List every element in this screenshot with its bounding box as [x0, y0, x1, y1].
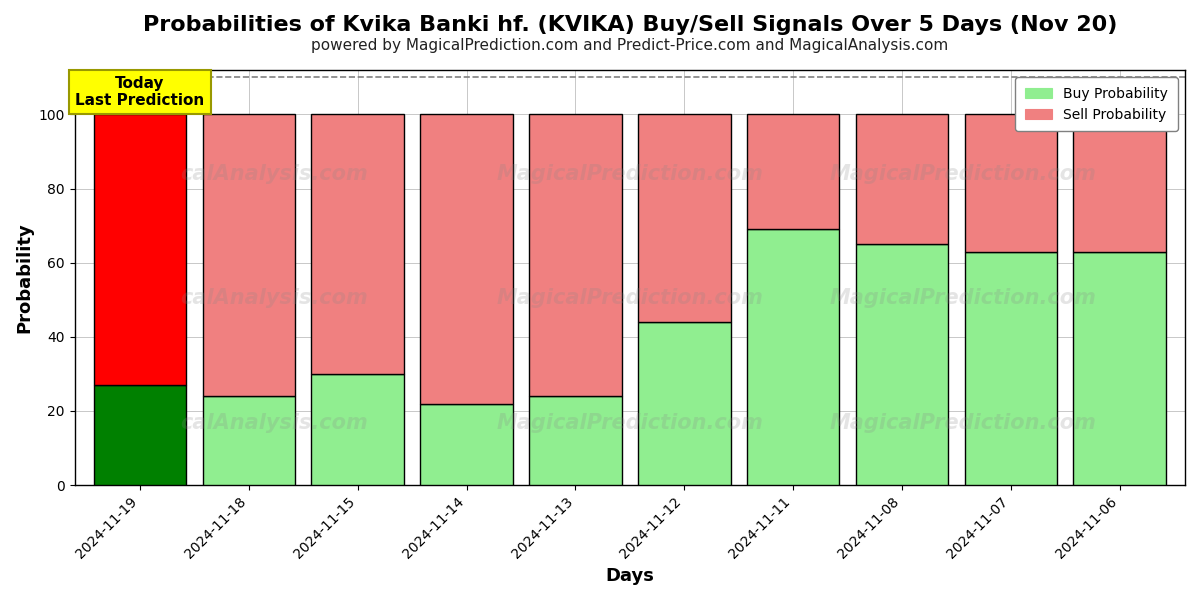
X-axis label: Days: Days: [605, 567, 654, 585]
Bar: [94, 115, 186, 385]
Bar: [529, 115, 622, 396]
Bar: [312, 374, 404, 485]
Bar: [203, 396, 295, 485]
Text: MagicalPrediction.com: MagicalPrediction.com: [497, 288, 763, 308]
Bar: [420, 115, 512, 404]
Text: MagicalPrediction.com: MagicalPrediction.com: [829, 413, 1097, 433]
Bar: [420, 404, 512, 485]
Text: calAnalysis.com: calAnalysis.com: [181, 164, 368, 184]
Legend: Buy Probability, Sell Probability: Buy Probability, Sell Probability: [1015, 77, 1178, 131]
Text: Today
Last Prediction: Today Last Prediction: [76, 76, 204, 109]
Bar: [312, 115, 404, 374]
Bar: [1074, 251, 1166, 485]
Bar: [638, 115, 731, 322]
Bar: [965, 251, 1057, 485]
Text: powered by MagicalPrediction.com and Predict-Price.com and MagicalAnalysis.com: powered by MagicalPrediction.com and Pre…: [311, 38, 948, 53]
Text: calAnalysis.com: calAnalysis.com: [181, 288, 368, 308]
Bar: [529, 396, 622, 485]
Bar: [856, 115, 948, 244]
Text: MagicalPrediction.com: MagicalPrediction.com: [829, 164, 1097, 184]
Bar: [856, 244, 948, 485]
Bar: [94, 385, 186, 485]
Bar: [746, 115, 839, 229]
Text: calAnalysis.com: calAnalysis.com: [181, 413, 368, 433]
Bar: [1074, 115, 1166, 251]
Bar: [746, 229, 839, 485]
Bar: [203, 115, 295, 396]
Text: MagicalPrediction.com: MagicalPrediction.com: [829, 288, 1097, 308]
Text: MagicalPrediction.com: MagicalPrediction.com: [497, 413, 763, 433]
Bar: [638, 322, 731, 485]
Text: MagicalPrediction.com: MagicalPrediction.com: [497, 164, 763, 184]
Bar: [965, 115, 1057, 251]
Title: Probabilities of Kvika Banki hf. (KVIKA) Buy/Sell Signals Over 5 Days (Nov 20): Probabilities of Kvika Banki hf. (KVIKA)…: [143, 15, 1117, 35]
Y-axis label: Probability: Probability: [16, 222, 34, 333]
